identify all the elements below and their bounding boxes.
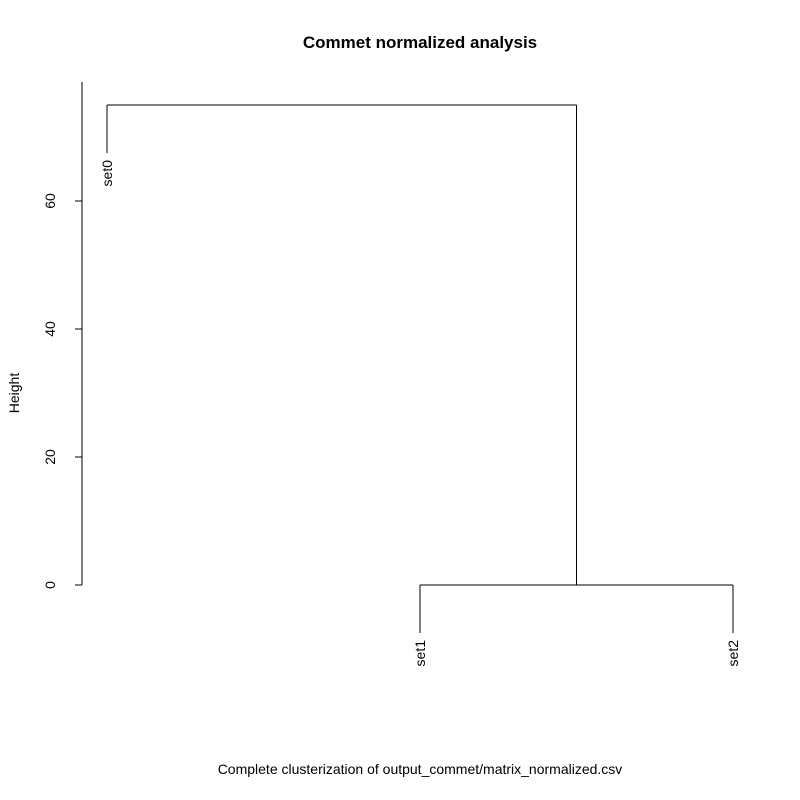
y-axis-ticks: 0 20 40 60	[42, 193, 82, 589]
leaf-label: set1	[412, 640, 428, 667]
leaf-label: set0	[99, 160, 115, 187]
dendrogram-branches	[106, 104, 734, 633]
chart-title: Commet normalized analysis	[303, 33, 537, 52]
leaf-label: set2	[725, 640, 741, 667]
y-tick-label: 0	[42, 581, 58, 589]
y-tick-label: 40	[42, 321, 58, 337]
y-tick-label: 60	[42, 193, 58, 209]
y-axis-label: Height	[6, 373, 22, 414]
x-axis-label: Complete clusterization of output_commet…	[218, 761, 623, 777]
y-tick-label: 20	[42, 449, 58, 465]
leaf-labels: set0 set1 set2	[99, 160, 741, 667]
